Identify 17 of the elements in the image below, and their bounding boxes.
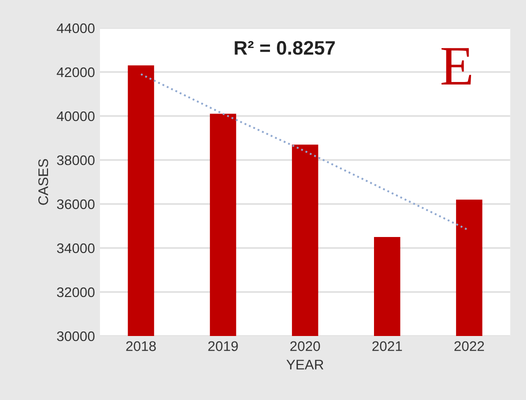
annotation: R² = 0.8257 <box>234 41 335 55</box>
y-tick-label: 32000 <box>56 287 95 298</box>
y-axis-title: CASES <box>38 159 48 205</box>
x-tick-label: 2021 <box>372 341 402 352</box>
x-axis-title: YEAR <box>286 360 324 370</box>
x-tick-label: 2018 <box>126 341 156 352</box>
annotation: E <box>442 48 472 84</box>
y-tick-label: 38000 <box>56 155 95 166</box>
y-tick-label: 36000 <box>56 199 95 210</box>
y-tick-label: 40000 <box>56 111 95 122</box>
x-tick-label: 2020 <box>290 341 320 352</box>
y-tick-label: 42000 <box>56 67 95 78</box>
x-tick-label: 2022 <box>454 341 484 352</box>
y-tick-label: 44000 <box>56 23 95 34</box>
y-tick-label: 30000 <box>56 331 95 342</box>
x-tick-label: 2019 <box>208 341 238 352</box>
y-tick-label: 34000 <box>56 243 95 254</box>
